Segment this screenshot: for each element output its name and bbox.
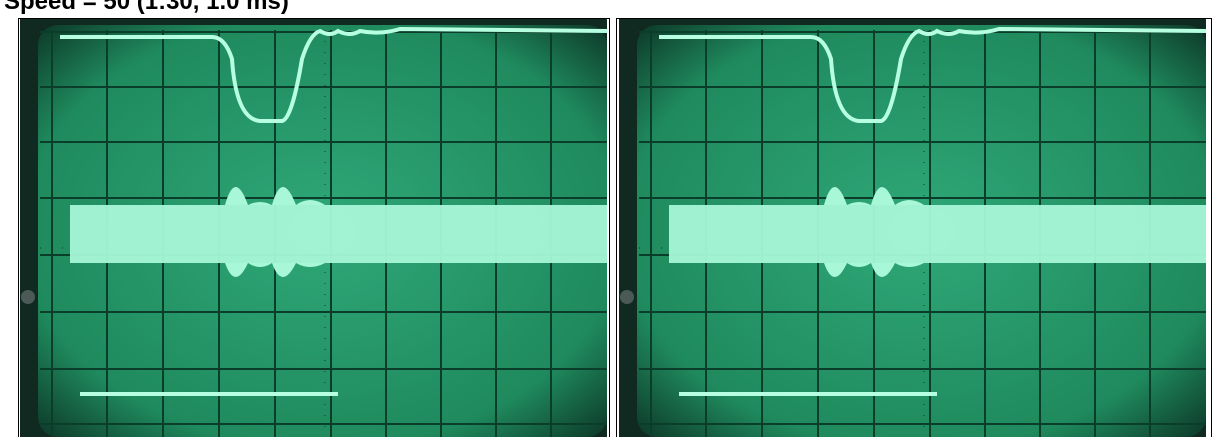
oscilloscope-screen — [20, 19, 607, 437]
right-cell — [616, 18, 1212, 437]
scope-image-left — [20, 19, 607, 437]
scope-image-right — [619, 19, 1208, 437]
oscilloscope-screen — [619, 19, 1208, 437]
left-cell — [18, 18, 610, 437]
page-title: Speed = 50 (1:30, 1.0 ms) — [4, 0, 289, 15]
